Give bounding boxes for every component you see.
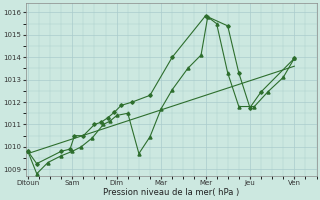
- X-axis label: Pression niveau de la mer( hPa ): Pression niveau de la mer( hPa ): [103, 188, 239, 197]
